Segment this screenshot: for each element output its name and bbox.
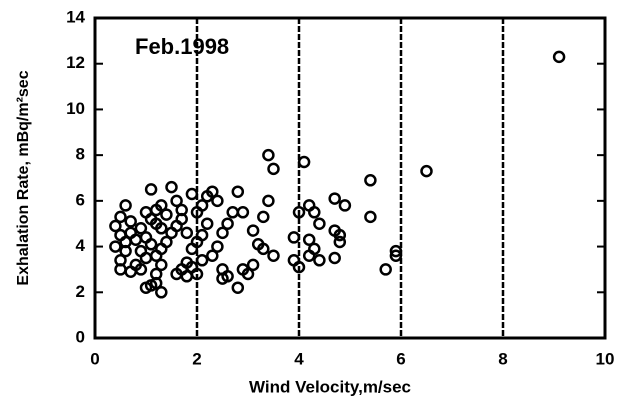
y-axis-label: Exhalation Rate, mBq/m²sec	[15, 70, 32, 285]
point	[175, 203, 188, 217]
point	[206, 249, 219, 262]
y-tick-label: 8	[76, 145, 85, 164]
point	[267, 249, 280, 262]
point	[420, 164, 433, 178]
point	[124, 215, 137, 228]
point	[119, 199, 132, 212]
point	[221, 217, 234, 230]
point	[139, 281, 153, 294]
point	[200, 217, 214, 230]
point	[211, 194, 224, 208]
point	[262, 194, 275, 208]
point	[292, 260, 306, 274]
point	[231, 185, 245, 198]
point	[114, 210, 127, 224]
point	[333, 235, 347, 249]
point	[221, 270, 234, 283]
point	[155, 258, 168, 272]
point	[236, 263, 250, 276]
y-tick-label: 6	[76, 190, 85, 209]
x-tick-label: 8	[498, 349, 507, 368]
point	[297, 155, 311, 169]
x-tick-label: 10	[596, 349, 615, 368]
point	[552, 50, 566, 64]
point	[302, 233, 316, 246]
point	[313, 254, 326, 267]
point	[109, 219, 122, 233]
x-tick-label: 2	[192, 349, 201, 368]
point	[165, 180, 178, 194]
annotation: Feb.1998	[135, 34, 229, 59]
point	[119, 235, 132, 249]
point	[155, 286, 168, 299]
point	[195, 254, 209, 267]
point	[180, 270, 194, 283]
point	[262, 148, 275, 162]
point	[155, 222, 168, 235]
point	[134, 222, 148, 235]
y-tick-label: 10	[66, 99, 85, 118]
point	[313, 217, 326, 230]
x-axis-label: Wind Velocity,m/sec	[249, 377, 411, 396]
point	[292, 206, 306, 219]
point	[338, 199, 352, 212]
x-tick-label: 0	[90, 349, 99, 368]
point	[139, 251, 153, 265]
point	[144, 183, 158, 196]
point	[364, 174, 377, 187]
point	[231, 281, 245, 294]
point	[185, 242, 199, 256]
point	[267, 162, 280, 176]
point	[144, 238, 158, 251]
x-tick-label: 4	[294, 349, 304, 368]
point	[333, 228, 347, 242]
point	[364, 210, 377, 224]
point	[257, 242, 270, 256]
point	[257, 210, 270, 224]
point	[389, 244, 403, 258]
point	[246, 258, 260, 272]
point	[109, 240, 122, 253]
point	[190, 206, 204, 219]
point	[185, 187, 199, 201]
point	[114, 263, 127, 276]
point	[160, 208, 173, 221]
point	[328, 192, 341, 205]
y-tick-label: 2	[76, 282, 85, 301]
point	[246, 224, 260, 237]
point	[170, 194, 183, 208]
plot-frame	[93, 16, 607, 340]
point	[180, 226, 194, 240]
x-tick-label: 6	[396, 349, 405, 368]
point	[389, 249, 403, 262]
point	[236, 206, 250, 219]
point	[226, 206, 239, 219]
point	[211, 240, 224, 253]
y-tick-label: 12	[66, 53, 85, 72]
point	[287, 231, 301, 244]
point	[379, 263, 392, 276]
point	[165, 226, 178, 240]
point	[216, 226, 229, 240]
y-tick-label: 14	[66, 7, 85, 26]
y-tick-label: 4	[76, 236, 86, 255]
point	[200, 190, 214, 203]
point	[308, 206, 321, 219]
point	[302, 249, 316, 262]
point	[328, 251, 341, 265]
point	[155, 199, 168, 212]
y-tick-label: 0	[76, 327, 85, 346]
